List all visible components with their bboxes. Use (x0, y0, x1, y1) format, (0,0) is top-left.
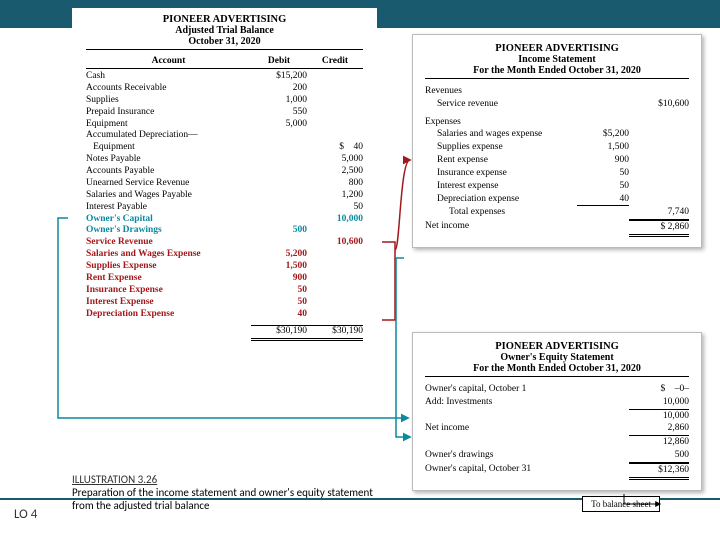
trial-balance-panel: PIONEER ADVERTISING Adjusted Trial Balan… (72, 8, 377, 349)
tb-body: Cash$15,200Accounts Receivable200Supplie… (82, 71, 367, 320)
tb-title: Adjusted Trial Balance (82, 25, 367, 36)
oe-period: For the Month Ended October 31, 2020 (425, 363, 689, 377)
is-expense-row: Insurance expense50 (425, 167, 689, 180)
oe-row: 10,000 (425, 410, 689, 423)
tb-row: Unearned Service Revenue800 (82, 178, 367, 190)
tb-col-account: Account (86, 56, 251, 66)
tb-row: Prepaid Insurance550 (82, 107, 367, 119)
tb-row: Salaries and Wages Payable1,200 (82, 190, 367, 202)
tb-row: Equipment5,000 (82, 119, 367, 131)
to-balance-sheet-box: To balance sheet (582, 496, 660, 512)
oe-body: Owner's capital, October 1$ –0–Add: Inve… (425, 383, 689, 480)
tb-total-row: $30,190 $30,190 (82, 325, 367, 341)
is-expense-list: Salaries and wages expense$5,200Supplies… (425, 128, 689, 206)
is-rev-head: Revenues (425, 85, 577, 98)
is-expense-row: Rent expense900 (425, 154, 689, 167)
illustration-text: Preparation of the income statement and … (72, 486, 373, 512)
tb-total-debit: $30,190 (251, 325, 307, 341)
tb-row: Salaries and Wages Expense5,200 (82, 249, 367, 261)
is-total-exp-label: Total expenses (425, 206, 577, 220)
is-ni-label: Net income (425, 220, 577, 237)
tb-row: Cash$15,200 (82, 71, 367, 83)
oe-company: PIONEER ADVERTISING (425, 341, 689, 352)
tb-row: Accumulated Depreciation— (82, 130, 367, 142)
tb-row: Supplies1,000 (82, 95, 367, 107)
is-title: Income Statement (425, 54, 689, 65)
tb-row: Depreciation Expense40 (82, 309, 367, 321)
tb-date: October 31, 2020 (86, 36, 363, 50)
tb-total-credit: $30,190 (307, 325, 363, 341)
tb-row: Interest Expense50 (82, 297, 367, 309)
tb-row: Accounts Receivable200 (82, 83, 367, 95)
is-rev-amount: $10,600 (629, 98, 689, 111)
is-expense-row: Interest expense50 (425, 180, 689, 193)
tb-row: Notes Payable5,000 (82, 154, 367, 166)
is-total-exp: 7,740 (629, 206, 689, 220)
oe-row: Owner's drawings500 (425, 449, 689, 463)
oe-row: 12,860 (425, 436, 689, 449)
is-ni: $ 2,860 (629, 220, 689, 237)
tb-row: Owner's Capital10,000 (82, 214, 367, 226)
tb-row: Insurance Expense50 (82, 285, 367, 297)
is-rev-label: Service revenue (425, 98, 577, 111)
is-expense-row: Depreciation expense40 (425, 193, 689, 207)
is-exp-head: Expenses (425, 116, 577, 129)
owners-equity-panel: PIONEER ADVERTISING Owner's Equity State… (412, 332, 702, 491)
oe-row: Add: Investments10,000 (425, 396, 689, 410)
oe-title: Owner's Equity Statement (425, 352, 689, 363)
tb-row: Service Revenue10,600 (82, 237, 367, 249)
is-expense-row: Salaries and wages expense$5,200 (425, 128, 689, 141)
is-company: PIONEER ADVERTISING (425, 43, 689, 54)
income-statement-panel: PIONEER ADVERTISING Income Statement For… (412, 34, 702, 248)
tb-col-credit: Credit (307, 56, 363, 66)
illustration-caption: ILLUSTRATION 3.26 Preparation of the inc… (72, 473, 382, 512)
oe-row: Net income2,860 (425, 422, 689, 436)
tb-row: Rent Expense900 (82, 273, 367, 285)
oe-row: Owner's capital, October 31$12,360 (425, 463, 689, 480)
oe-row: Owner's capital, October 1$ –0– (425, 383, 689, 396)
is-expense-row: Supplies expense1,500 (425, 141, 689, 154)
tb-row: Interest Payable50 (82, 202, 367, 214)
tb-row: Owner's Drawings500 (82, 225, 367, 237)
tb-col-debit: Debit (251, 56, 307, 66)
tb-row: Equipment$ 40 (82, 142, 367, 154)
is-period: For the Month Ended October 31, 2020 (425, 65, 689, 79)
tb-row: Accounts Payable2,500 (82, 166, 367, 178)
tb-company: PIONEER ADVERTISING (82, 14, 367, 25)
illustration-label: ILLUSTRATION 3.26 (72, 473, 157, 486)
learning-objective: LO 4 (14, 507, 37, 522)
tb-row: Supplies Expense1,500 (82, 261, 367, 273)
